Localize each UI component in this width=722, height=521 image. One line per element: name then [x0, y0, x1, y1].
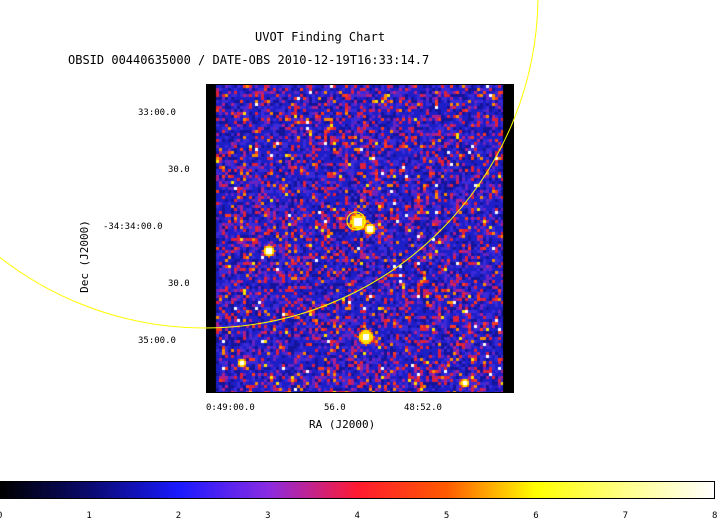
colorbar [0, 481, 715, 499]
colorbar-tick-label: 6 [533, 511, 539, 521]
y-tick-label: -34:34:00.0 [103, 222, 163, 232]
colorbar-tick-label: 1 [86, 511, 92, 521]
colorbar-tick-label: 8 [712, 511, 718, 521]
x-tick-label: 56.0 [324, 403, 346, 413]
x-tick-label: 48:52.0 [404, 403, 442, 413]
sky-image [206, 84, 514, 393]
colorbar-tick-label: 0 [0, 511, 2, 521]
chart-subtitle: OBSID 00440635000 / DATE-OBS 2010-12-19T… [68, 53, 430, 67]
colorbar-tick-label: 2 [175, 511, 182, 521]
colorbar-tick-label: 7 [622, 511, 629, 521]
y-tick-label: 33:00.0 [138, 108, 176, 118]
chart-title: UVOT Finding Chart [255, 30, 386, 44]
sky-image-canvas [207, 85, 513, 392]
y-tick-label: 35:00.0 [138, 336, 176, 346]
colorbar-tick-label: 5 [443, 511, 450, 521]
y-tick-label: 30.0 [168, 165, 190, 175]
y-tick-label: 30.0 [168, 279, 190, 289]
x-axis-label: RA (J2000) [309, 418, 376, 431]
colorbar-tick-label: 4 [354, 511, 360, 521]
x-tick-label: 0:49:00.0 [206, 403, 255, 413]
colorbar-tick-label: 3 [265, 511, 271, 521]
source-circle [346, 211, 366, 231]
error-circle [0, 0, 539, 329]
